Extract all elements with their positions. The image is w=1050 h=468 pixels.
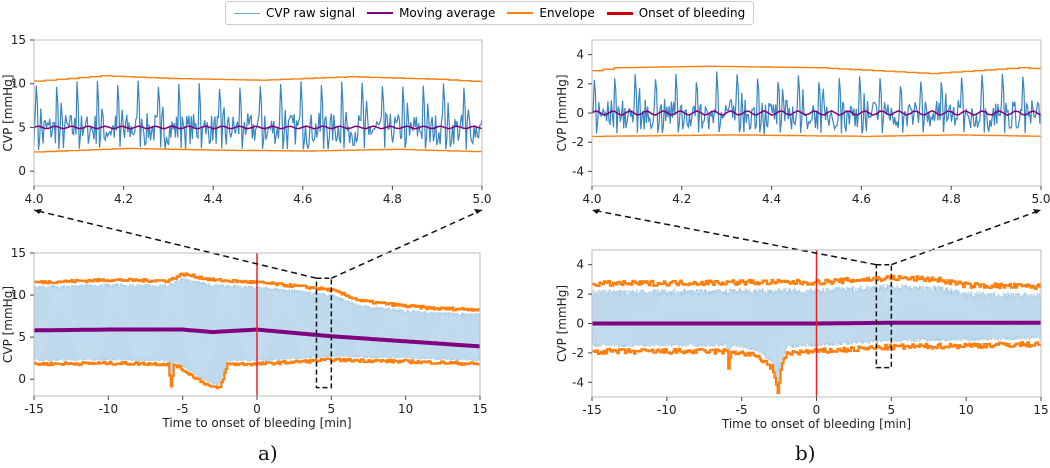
x-axis-label: Time to onset of bleeding [min]: [721, 417, 911, 431]
y-tick-label: 2: [576, 287, 584, 301]
x-tick-label: 4.6: [293, 192, 312, 206]
envelope-lower-line: [592, 134, 1041, 138]
legend-swatch-onset: [606, 11, 633, 15]
envelope-upper-line: [592, 65, 1041, 75]
x-tick-label: 4.6: [852, 192, 871, 206]
data-layer: [34, 75, 482, 153]
zoom-connector-right: [331, 209, 483, 279]
panel-a-bottom: -15 -10 -5 0 5 10 15 0 5 10 15 CVP [mmHg] Time to on…: [1, 209, 488, 430]
zoom-connector-left: [33, 209, 317, 279]
x-tick-label: 4.0: [582, 192, 601, 206]
legend: CVP raw signal Moving average Envelope O…: [225, 1, 755, 25]
panel-a-top: 4.0 4.2 4.4 4.6 4.8 5.0 0 5 10 15 CVP [mmHg]: [1, 33, 492, 206]
x-tick-label: 4.2: [672, 192, 691, 206]
y-tick-label: 15: [11, 246, 26, 260]
legend-item-envelope: Envelope: [507, 6, 595, 20]
caption-a: a): [258, 441, 278, 465]
x-tick-label: 5: [328, 402, 336, 416]
y-tick-label: 15: [11, 33, 26, 47]
y-tick-label: 0: [18, 372, 26, 386]
y-tick-label: 0: [18, 164, 26, 178]
x-tick-label: 4.4: [762, 192, 781, 206]
zoom-connector-right: [891, 209, 1042, 266]
y-tick-label: 10: [11, 288, 26, 302]
x-tick-label: 4.4: [204, 192, 223, 206]
x-tick-label: 0: [253, 402, 261, 416]
y-tick-label: -4: [572, 375, 584, 389]
x-tick-label: -10: [657, 403, 677, 417]
legend-swatch-moving-average: [367, 12, 394, 14]
x-tick-label: 15: [1033, 403, 1048, 417]
arrowhead-left: [34, 209, 42, 214]
x-tick-label: -15: [24, 402, 44, 416]
raw-signal-line: [592, 71, 1041, 135]
x-tick-label: 0: [813, 403, 821, 417]
x-tick-label: -5: [736, 403, 748, 417]
legend-item-onset: Onset of bleeding: [606, 6, 746, 20]
y-axis-label: CVP [mmHg]: [555, 285, 569, 362]
envelope-lower-line: [34, 147, 482, 153]
zoom-box: [315, 277, 333, 389]
y-tick-label: 4: [576, 48, 584, 62]
x-tick-label: 5: [888, 403, 896, 417]
legend-swatch-raw: [234, 12, 260, 14]
legend-label: CVP raw signal: [266, 6, 356, 20]
arrowhead-right: [474, 209, 482, 214]
legend-label: Moving average: [399, 6, 496, 20]
envelope-upper-line: [592, 274, 1041, 290]
legend-item-raw: CVP raw signal: [234, 6, 355, 20]
x-tick-label: -10: [99, 402, 119, 416]
x-axis-label: Time to onset of bleeding [min]: [161, 416, 351, 430]
axes-frame: [33, 39, 483, 187]
y-tick-label: 5: [18, 120, 26, 134]
x-tick-label: -15: [582, 403, 602, 417]
x-tick-label: 10: [398, 402, 413, 416]
panel-b-top: 4.0 4.2 4.4 4.6 4.8 5.0 -4 -2 0 2 4 CVP [mmHg]: [555, 39, 1050, 206]
moving-average-line: [592, 109, 1041, 117]
arrowhead-right: [1033, 209, 1041, 214]
y-tick-label: 0: [576, 106, 584, 120]
y-tick-label: 2: [576, 77, 584, 91]
x-tick-label: 4.0: [24, 192, 43, 206]
x-tick-label: 10: [959, 403, 974, 417]
y-tick-label: 10: [11, 77, 26, 91]
x-tick-label: 5.0: [472, 192, 491, 206]
x-tick-label: 4.2: [114, 192, 133, 206]
moving-average-line: [34, 125, 482, 130]
y-tick-label: 4: [576, 258, 584, 272]
legend-label: Onset of bleeding: [638, 6, 746, 20]
y-tick-label: 5: [18, 330, 26, 344]
envelope-upper-line: [34, 75, 482, 82]
raw-signal-line: [34, 80, 482, 151]
y-tick-label: -2: [572, 135, 584, 149]
zoom-box: [875, 263, 893, 369]
legend-swatch-envelope: [507, 12, 534, 14]
legend-label: Envelope: [539, 6, 595, 20]
zoom-connector-left: [591, 209, 877, 266]
y-tick-label: 0: [576, 317, 584, 331]
y-axis-label: CVP [mmHg]: [1, 286, 15, 363]
y-tick-label: -4: [572, 164, 584, 178]
caption-b: b): [795, 441, 816, 465]
y-axis-label: CVP [mmHg]: [555, 74, 569, 151]
x-tick-label: 15: [472, 402, 487, 416]
x-tick-label: 4.8: [942, 192, 961, 206]
y-axis-label: CVP [mmHg]: [1, 74, 15, 151]
x-tick-label: 4.8: [383, 192, 402, 206]
panel-b-bottom: -15 -10 -5 0 5 10 15 -4 -2 0 2 4 CVP [mmHg] Time to o…: [555, 209, 1049, 431]
arrowhead-left: [592, 209, 600, 214]
legend-item-moving-average: Moving average: [367, 6, 495, 20]
x-tick-label: -5: [177, 402, 189, 416]
y-tick-label: -2: [572, 346, 584, 360]
x-tick-label: 5.0: [1031, 192, 1050, 206]
data-layer: [592, 65, 1041, 138]
